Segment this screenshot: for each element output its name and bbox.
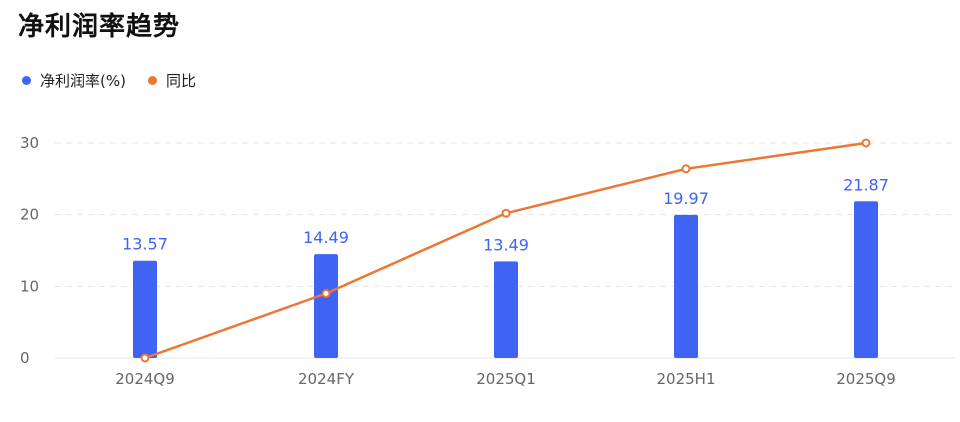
line-point-2025H1 xyxy=(681,164,691,174)
bar-data-label-2024FY: 14.49 xyxy=(303,228,349,247)
bar-2025H1 xyxy=(674,214,698,358)
bar-2024FY xyxy=(314,254,338,358)
bar-data-label-2025Q9: 21.87 xyxy=(843,175,889,194)
legend-marker-net-margin xyxy=(22,76,31,85)
x-tick-label-2024Q9: 2024Q9 xyxy=(115,370,175,388)
y-tick-label-30: 30 xyxy=(20,134,39,152)
bar-data-label-2025H1: 19.97 xyxy=(663,189,709,208)
y-tick-label-10: 10 xyxy=(20,277,39,295)
legend-label-net-margin: 净利润率(%) xyxy=(40,72,126,90)
bar-data-label-2024Q9: 13.57 xyxy=(122,235,168,254)
line-point-2024FY xyxy=(321,289,331,298)
legend: 净利润率(%) 同比 xyxy=(22,70,218,91)
x-tick-label-2025Q9: 2025Q9 xyxy=(836,370,896,388)
bar-2024Q9 xyxy=(133,260,157,358)
bar-data-label-2025Q1: 13.49 xyxy=(483,235,529,254)
chart-title: 净利润率趋势 xyxy=(18,12,181,42)
bar-2025Q9 xyxy=(854,201,878,358)
line-point-2025Q1 xyxy=(501,208,511,218)
y-tick-label-0: 0 xyxy=(20,349,30,367)
legend-item-yoy[interactable]: 同比 xyxy=(147,70,196,91)
x-tick-label-2025H1: 2025H1 xyxy=(657,370,716,388)
legend-label-yoy: 同比 xyxy=(165,72,196,90)
legend-item-net-margin[interactable]: 净利润率(%) xyxy=(22,70,126,91)
y-tick-label-20: 20 xyxy=(20,206,39,224)
legend-marker-yoy xyxy=(147,76,157,85)
bar-2025Q1 xyxy=(494,261,518,358)
x-tick-label-2025Q1: 2025Q1 xyxy=(476,370,536,388)
line-point-2024Q9 xyxy=(140,353,150,363)
line-point-2025Q9 xyxy=(861,138,871,148)
x-tick-label-2024FY: 2024FY xyxy=(298,370,355,388)
